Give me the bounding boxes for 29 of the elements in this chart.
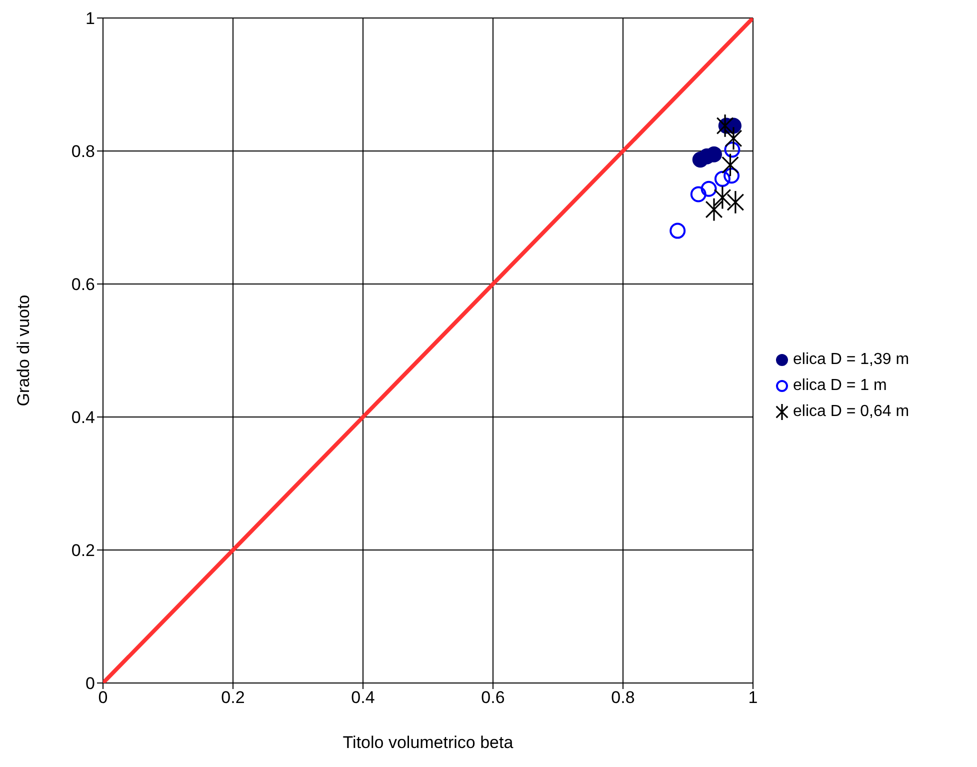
point [714, 186, 731, 209]
y-axis-title: Grado di vuoto [14, 294, 34, 406]
x-axis-title: Titolo volumetrico beta [342, 733, 514, 752]
point [690, 186, 706, 202]
y-tick-label: 1 [86, 9, 95, 28]
point [722, 154, 739, 176]
point [726, 191, 744, 214]
point [716, 114, 734, 137]
y-tick-label: 0.6 [71, 275, 95, 294]
legend-label: elica D = 0,64 m [793, 402, 910, 420]
x-tick-label: 0 [98, 688, 108, 708]
x-tick-label: 0.4 [351, 688, 375, 708]
x-tick-label: 0.6 [481, 688, 505, 708]
point [724, 168, 740, 184]
x-tick-label: 0.8 [611, 688, 635, 708]
point [714, 170, 730, 187]
legend-label: elica D = 1 m [793, 376, 887, 394]
point [725, 127, 742, 150]
legend-label: elica D = 1,39 m [793, 350, 910, 368]
x-tick-label: 0.2 [221, 688, 245, 708]
point [724, 142, 740, 158]
y-tick-label: 0.4 [71, 408, 95, 428]
y-tick-label: 0 [86, 674, 95, 694]
y-tick-label: 0.8 [71, 142, 95, 162]
y-tick-label: 0.2 [71, 541, 95, 560]
point [706, 198, 722, 221]
point [700, 180, 717, 197]
x-tick-label: 1 [748, 688, 758, 708]
point [670, 222, 686, 239]
